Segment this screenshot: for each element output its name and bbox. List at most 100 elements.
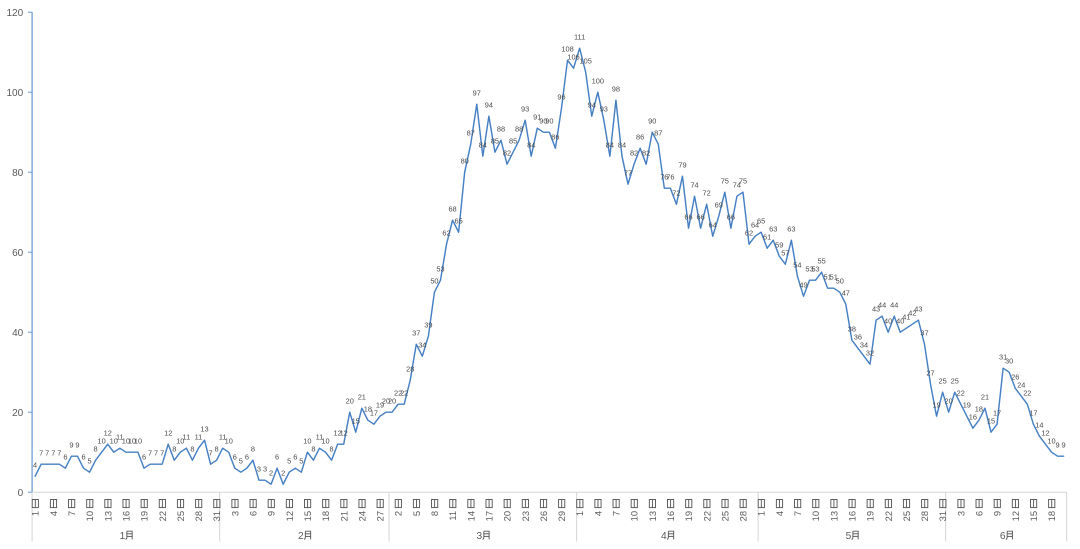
svg-text:66: 66 <box>727 213 735 222</box>
svg-text:97: 97 <box>473 89 481 98</box>
svg-text:12: 12 <box>104 429 112 438</box>
svg-text:8: 8 <box>429 511 440 516</box>
svg-text:7: 7 <box>148 449 152 458</box>
svg-text:44: 44 <box>890 301 898 310</box>
svg-text:22: 22 <box>1023 389 1031 398</box>
svg-text:17: 17 <box>1029 409 1037 418</box>
svg-text:20: 20 <box>388 397 396 406</box>
svg-text:8: 8 <box>94 445 98 454</box>
svg-text:3: 3 <box>263 465 267 474</box>
svg-text:20: 20 <box>502 511 513 521</box>
svg-text:7: 7 <box>51 449 55 458</box>
svg-text:10: 10 <box>629 511 640 521</box>
svg-text:10: 10 <box>98 437 106 446</box>
svg-text:80: 80 <box>12 168 24 179</box>
svg-text:19: 19 <box>932 401 940 410</box>
svg-text:19: 19 <box>376 401 384 410</box>
svg-text:90: 90 <box>545 117 553 126</box>
svg-text:10: 10 <box>134 437 142 446</box>
svg-text:84: 84 <box>527 141 535 150</box>
svg-text:7: 7 <box>209 449 213 458</box>
svg-text:72: 72 <box>703 189 711 198</box>
svg-text:15: 15 <box>302 511 313 521</box>
svg-text:87: 87 <box>467 129 475 138</box>
svg-text:2: 2 <box>281 469 285 478</box>
svg-text:10: 10 <box>84 511 95 521</box>
svg-text:63: 63 <box>769 225 777 234</box>
svg-text:22: 22 <box>957 389 965 398</box>
svg-text:5: 5 <box>846 531 852 542</box>
svg-text:63: 63 <box>787 225 795 234</box>
svg-text:47: 47 <box>842 289 850 298</box>
svg-text:3: 3 <box>257 465 261 474</box>
svg-text:25: 25 <box>939 377 947 386</box>
svg-text:7: 7 <box>57 449 61 458</box>
svg-text:30: 30 <box>1005 357 1013 366</box>
svg-text:0: 0 <box>18 488 24 499</box>
svg-text:3: 3 <box>229 511 240 516</box>
svg-text:12: 12 <box>334 429 342 438</box>
svg-text:9: 9 <box>992 511 1003 516</box>
svg-text:7: 7 <box>160 449 164 458</box>
svg-text:79: 79 <box>678 161 686 170</box>
svg-text:20: 20 <box>346 397 354 406</box>
svg-text:80: 80 <box>461 157 469 166</box>
svg-text:9: 9 <box>266 511 277 516</box>
svg-text:55: 55 <box>818 257 826 266</box>
svg-text:15: 15 <box>1028 511 1039 521</box>
svg-text:65: 65 <box>757 217 765 226</box>
svg-text:21: 21 <box>338 511 349 521</box>
svg-text:16: 16 <box>969 413 977 422</box>
svg-text:5: 5 <box>287 457 291 466</box>
svg-text:62: 62 <box>745 229 753 238</box>
svg-text:74: 74 <box>690 181 698 190</box>
svg-text:21: 21 <box>981 393 989 402</box>
svg-text:20: 20 <box>12 408 24 419</box>
svg-text:3: 3 <box>477 531 483 542</box>
svg-text:9: 9 <box>69 441 73 450</box>
svg-text:6: 6 <box>81 453 85 462</box>
svg-text:24: 24 <box>356 511 367 521</box>
svg-text:15: 15 <box>987 417 995 426</box>
svg-text:60: 60 <box>12 248 24 259</box>
svg-text:31: 31 <box>211 511 222 521</box>
svg-text:10: 10 <box>225 437 233 446</box>
svg-text:2: 2 <box>269 469 273 478</box>
svg-text:15: 15 <box>352 417 360 426</box>
svg-text:75: 75 <box>739 177 747 186</box>
svg-text:6: 6 <box>974 511 985 516</box>
svg-text:98: 98 <box>612 85 620 94</box>
svg-text:22: 22 <box>701 511 712 521</box>
svg-text:40: 40 <box>884 317 892 326</box>
svg-text:8: 8 <box>330 445 334 454</box>
svg-text:2: 2 <box>393 511 404 516</box>
svg-text:11: 11 <box>183 433 191 442</box>
svg-text:12: 12 <box>1010 511 1021 521</box>
svg-text:11: 11 <box>447 511 458 521</box>
svg-text:50: 50 <box>836 277 844 286</box>
svg-text:108: 108 <box>561 45 573 54</box>
svg-text:28: 28 <box>406 365 414 374</box>
svg-text:9: 9 <box>1062 441 1066 450</box>
svg-text:68: 68 <box>448 205 456 214</box>
svg-text:18: 18 <box>1046 511 1057 521</box>
svg-text:94: 94 <box>588 101 596 110</box>
svg-text:8: 8 <box>251 445 255 454</box>
svg-text:54: 54 <box>793 261 801 270</box>
svg-text:76: 76 <box>660 173 668 182</box>
svg-text:38: 38 <box>848 325 856 334</box>
svg-text:111: 111 <box>574 33 585 42</box>
svg-text:23: 23 <box>520 511 531 521</box>
svg-text:2: 2 <box>298 531 304 542</box>
svg-text:11: 11 <box>219 433 227 442</box>
svg-text:120: 120 <box>7 8 24 19</box>
svg-text:32: 32 <box>866 349 874 358</box>
svg-text:87: 87 <box>654 129 662 138</box>
svg-text:51: 51 <box>830 273 838 282</box>
svg-text:20: 20 <box>382 397 390 406</box>
svg-text:76: 76 <box>666 173 674 182</box>
svg-text:40: 40 <box>12 328 24 339</box>
svg-text:18: 18 <box>975 405 983 414</box>
svg-text:22: 22 <box>883 511 894 521</box>
svg-text:31: 31 <box>937 511 948 521</box>
